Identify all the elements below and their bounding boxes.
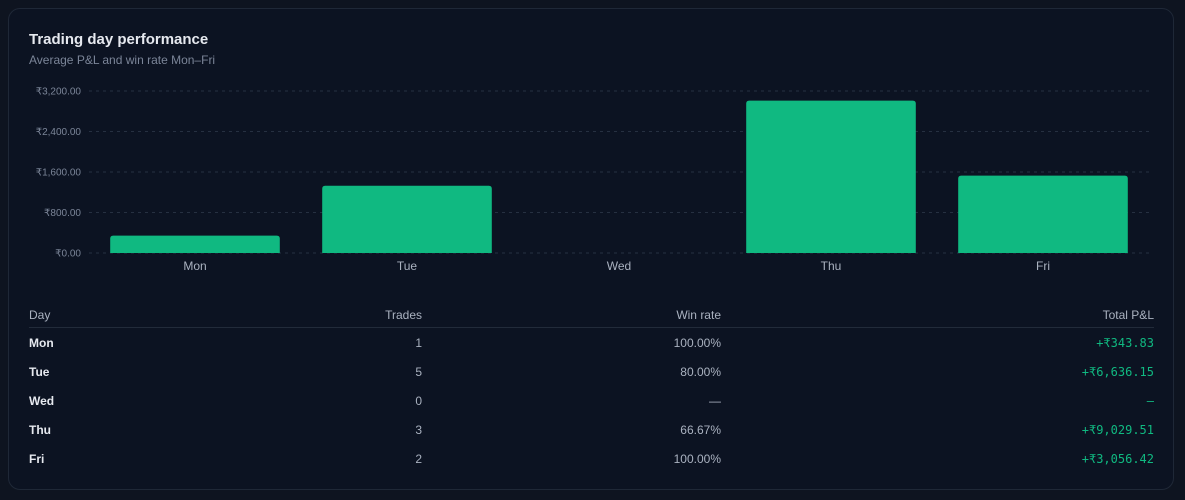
y-axis-ticks: ₹0.00 ₹800.00 ₹1,600.00 ₹2,400.00 ₹3,200.00 bbox=[36, 87, 82, 260]
x-category-label: Fri bbox=[1036, 259, 1050, 273]
x-category-label: Tue bbox=[397, 259, 418, 273]
bar-chart: ₹0.00₹800.00₹1,600.00₹2,400.00₹3,200.00 … bbox=[36, 87, 1149, 273]
cell-win-rate: 100.00% bbox=[673, 451, 721, 466]
cell-trades: 0 bbox=[415, 393, 422, 408]
header-win-rate: Win rate bbox=[422, 303, 721, 328]
cell-trades: 2 bbox=[415, 451, 422, 466]
table-header-row: Day Trades Win rate Total P&L bbox=[29, 303, 1154, 328]
x-category-label: Wed bbox=[607, 259, 631, 273]
cell-day: Thu bbox=[29, 422, 51, 437]
cell-day: Wed bbox=[29, 393, 55, 408]
table-row: Thu 3 66.67% +₹9,029.51 bbox=[29, 415, 1154, 444]
header-total-pnl: Total P&L bbox=[721, 303, 1154, 328]
bars bbox=[110, 100, 1128, 253]
x-axis-categories: Mon Tue Wed Thu Fri bbox=[183, 259, 1050, 273]
cell-day: Tue bbox=[29, 364, 50, 379]
cell-trades: 3 bbox=[415, 422, 422, 437]
y-tick-label: ₹3,200.00 bbox=[36, 87, 82, 98]
cell-total-pnl: +₹9,029.51 bbox=[1081, 422, 1154, 437]
y-tick-label: ₹0.00 bbox=[55, 249, 81, 260]
x-category-label: Mon bbox=[183, 259, 206, 273]
y-tick-label: ₹800.00 bbox=[44, 208, 81, 219]
header-day: Day bbox=[29, 303, 229, 328]
y-tick-label: ₹2,400.00 bbox=[36, 127, 82, 138]
bar-thu bbox=[746, 100, 916, 253]
card-title: Trading day performance bbox=[29, 31, 209, 48]
table-row: Tue 5 80.00% +₹6,636.15 bbox=[29, 357, 1154, 386]
cell-total-pnl: +₹3,056.42 bbox=[1081, 451, 1154, 466]
cell-trades: 5 bbox=[415, 364, 422, 379]
bar-tue bbox=[322, 185, 492, 253]
bar-fri bbox=[958, 175, 1128, 253]
card-subtitle: Average P&L and win rate Mon–Fri bbox=[29, 53, 216, 67]
cell-win-rate: — bbox=[709, 393, 721, 408]
cell-total-pnl: +₹6,636.15 bbox=[1081, 364, 1154, 379]
cell-day: Fri bbox=[29, 451, 45, 466]
table-row: Mon 1 100.00% +₹343.83 bbox=[29, 328, 1154, 358]
cell-day: Mon bbox=[29, 335, 54, 350]
bar-mon bbox=[110, 235, 280, 253]
header-trades: Trades bbox=[229, 303, 422, 328]
x-category-label: Thu bbox=[821, 259, 842, 273]
y-tick-label: ₹1,600.00 bbox=[36, 168, 82, 179]
table-row: Wed 0 — – bbox=[29, 386, 1154, 415]
cell-win-rate: 80.00% bbox=[680, 364, 721, 379]
cell-total-pnl: – bbox=[1146, 393, 1154, 408]
cell-win-rate: 66.67% bbox=[680, 422, 721, 437]
cell-trades: 1 bbox=[415, 335, 422, 350]
trading-day-performance-card: Trading day performance Average P&L and … bbox=[8, 8, 1174, 490]
cell-win-rate: 100.00% bbox=[673, 335, 721, 350]
table-row: Fri 2 100.00% +₹3,056.42 bbox=[29, 444, 1154, 473]
day-performance-table: Day Trades Win rate Total P&L Mon 1 100.… bbox=[29, 303, 1154, 473]
cell-total-pnl: +₹343.83 bbox=[1096, 335, 1154, 350]
